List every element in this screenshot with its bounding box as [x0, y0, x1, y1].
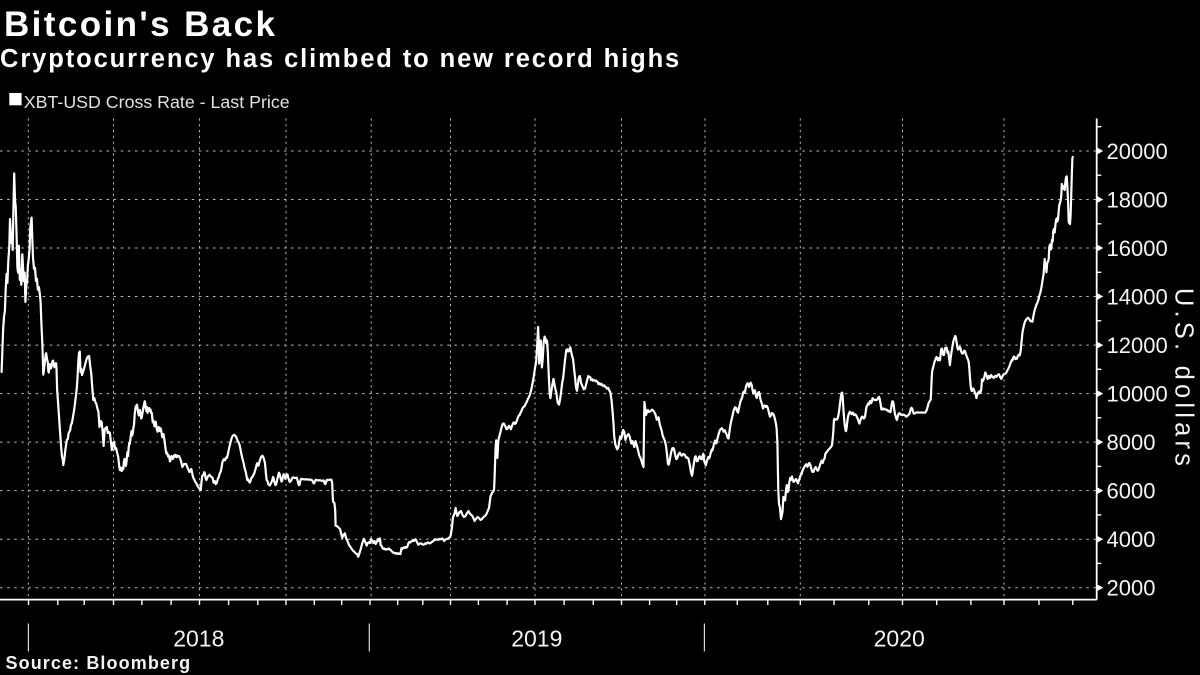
svg-text:2000: 2000	[1107, 576, 1156, 601]
svg-text:12000: 12000	[1107, 333, 1168, 358]
svg-text:14000: 14000	[1107, 284, 1168, 309]
svg-text:4000: 4000	[1107, 527, 1156, 552]
svg-text:U.S. dollars: U.S. dollars	[1170, 288, 1198, 470]
svg-text:16000: 16000	[1107, 236, 1168, 261]
svg-text:XBT-USD Cross Rate - Last Pric: XBT-USD Cross Rate - Last Price	[24, 92, 290, 112]
svg-text:2018: 2018	[173, 626, 224, 652]
svg-text:Bitcoin's Back: Bitcoin's Back	[4, 5, 277, 44]
svg-text:2020: 2020	[874, 626, 925, 652]
svg-text:6000: 6000	[1107, 478, 1156, 503]
svg-text:8000: 8000	[1107, 430, 1156, 455]
svg-text:20000: 20000	[1107, 139, 1168, 164]
svg-text:10000: 10000	[1107, 381, 1168, 406]
svg-text:18000: 18000	[1107, 187, 1168, 212]
svg-text:Cryptocurrency has climbed to: Cryptocurrency has climbed to new record…	[0, 45, 681, 73]
svg-text:Source: Bloomberg: Source: Bloomberg	[6, 653, 192, 673]
svg-text:2019: 2019	[511, 626, 562, 652]
